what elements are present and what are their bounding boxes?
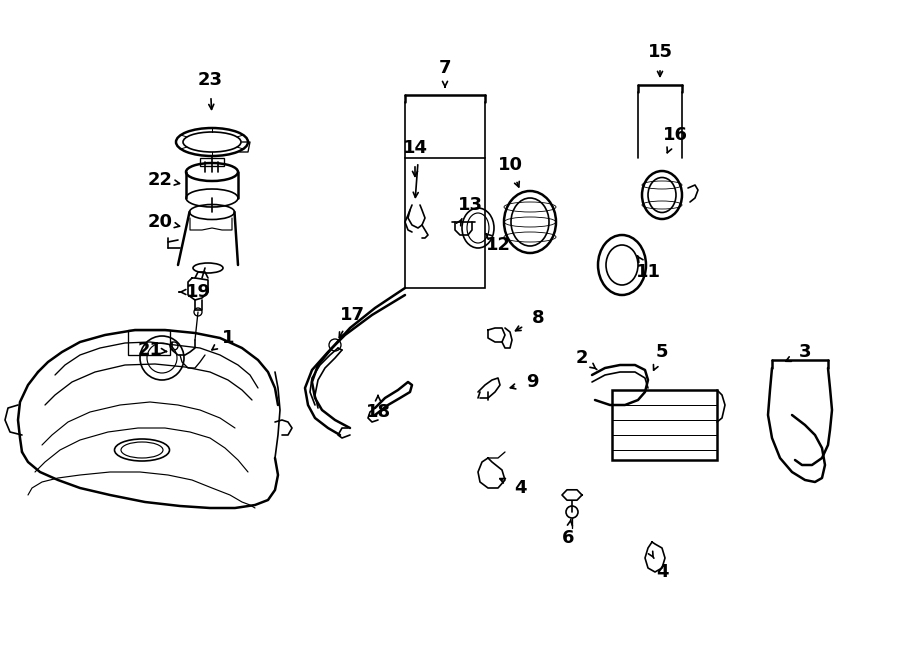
Text: 14: 14 bbox=[402, 139, 428, 157]
Text: 4: 4 bbox=[514, 479, 526, 497]
Text: 11: 11 bbox=[635, 263, 661, 281]
Text: 3: 3 bbox=[799, 343, 811, 361]
Text: 7: 7 bbox=[439, 59, 451, 77]
Text: 2: 2 bbox=[576, 349, 589, 367]
Bar bbox=[200, 158, 224, 166]
Text: 19: 19 bbox=[185, 283, 211, 301]
Text: 13: 13 bbox=[457, 196, 482, 214]
Text: 9: 9 bbox=[526, 373, 538, 391]
Text: 6: 6 bbox=[562, 529, 574, 547]
Text: 8: 8 bbox=[532, 309, 544, 327]
Text: 21: 21 bbox=[138, 341, 163, 359]
Text: 12: 12 bbox=[485, 236, 510, 254]
Text: 15: 15 bbox=[647, 43, 672, 61]
Text: 17: 17 bbox=[339, 306, 365, 324]
Text: 10: 10 bbox=[498, 156, 523, 174]
Text: 4: 4 bbox=[656, 563, 668, 581]
Text: 1: 1 bbox=[221, 329, 234, 347]
Text: 20: 20 bbox=[148, 213, 173, 231]
Text: 23: 23 bbox=[197, 71, 222, 89]
Bar bbox=[128, 330, 170, 355]
Text: 22: 22 bbox=[148, 171, 173, 189]
Text: 16: 16 bbox=[662, 126, 688, 144]
Text: 18: 18 bbox=[365, 403, 391, 421]
Bar bbox=[405, 158, 485, 288]
Bar bbox=[612, 390, 717, 460]
Text: 5: 5 bbox=[656, 343, 668, 361]
